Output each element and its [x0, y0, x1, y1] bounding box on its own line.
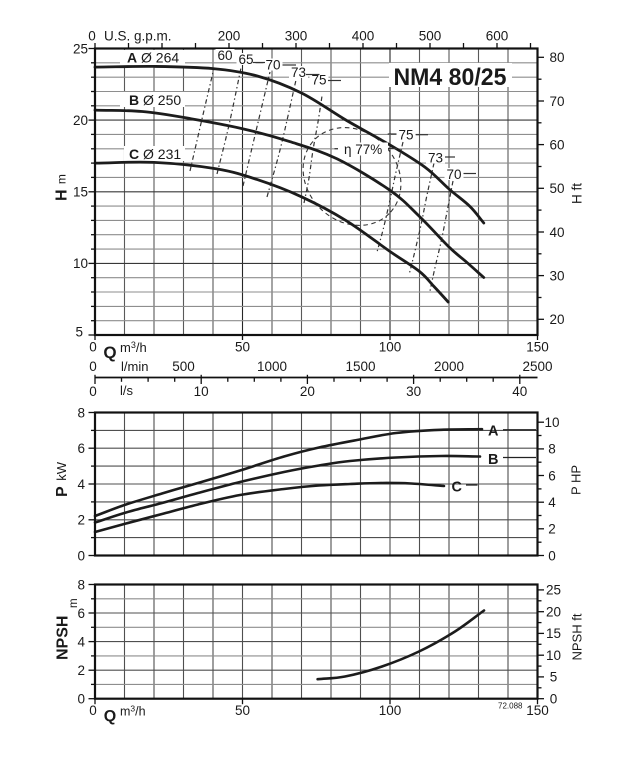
- svg-text:H m: H m: [54, 174, 71, 201]
- svg-text:0: 0: [77, 548, 85, 563]
- svg-text:600: 600: [486, 29, 509, 44]
- svg-text:1000: 1000: [257, 359, 287, 374]
- svg-text:NM4 80/25: NM4 80/25: [394, 64, 507, 91]
- svg-text:4: 4: [77, 477, 85, 492]
- svg-text:2: 2: [548, 522, 556, 537]
- svg-text:6: 6: [77, 606, 85, 621]
- svg-text:0: 0: [89, 340, 97, 355]
- svg-text:100: 100: [379, 703, 402, 718]
- svg-text:72.088: 72.088: [498, 702, 523, 711]
- svg-text:Q: Q: [103, 343, 116, 362]
- svg-text:A: A: [488, 424, 499, 440]
- svg-text:8: 8: [77, 577, 85, 592]
- svg-text:15: 15: [73, 185, 88, 200]
- svg-text:0: 0: [77, 692, 85, 707]
- svg-text:2000: 2000: [434, 359, 464, 374]
- svg-text:0: 0: [548, 548, 556, 563]
- svg-text:6: 6: [548, 468, 556, 483]
- svg-text:m3/h: m3/h: [120, 340, 147, 355]
- svg-text:Ø 231: Ø 231: [143, 146, 181, 162]
- svg-text:0: 0: [89, 359, 97, 374]
- svg-text:8: 8: [77, 405, 85, 420]
- svg-text:0: 0: [88, 29, 96, 44]
- svg-text:2500: 2500: [522, 359, 552, 374]
- svg-text:100: 100: [379, 340, 402, 355]
- svg-text:75: 75: [311, 72, 326, 87]
- svg-text:50: 50: [549, 181, 564, 196]
- svg-text:4: 4: [548, 495, 556, 510]
- svg-text:m3/h: m3/h: [120, 704, 146, 719]
- svg-text:40: 40: [512, 384, 527, 399]
- svg-text:500: 500: [172, 359, 195, 374]
- svg-text:5: 5: [75, 325, 83, 340]
- svg-text:25: 25: [546, 583, 561, 598]
- svg-text:C: C: [129, 146, 139, 162]
- svg-text:20: 20: [546, 605, 561, 620]
- svg-text:73: 73: [428, 150, 443, 165]
- svg-text:P kW: P kW: [54, 461, 71, 497]
- svg-text:73: 73: [291, 65, 306, 80]
- svg-text:B: B: [129, 92, 139, 108]
- svg-text:500: 500: [419, 29, 442, 44]
- svg-text:P HP: P HP: [569, 465, 584, 495]
- svg-text:NPSH ft: NPSH ft: [570, 613, 585, 660]
- svg-text:U.S. g.p.m.: U.S. g.p.m.: [104, 29, 172, 44]
- svg-text:150: 150: [526, 703, 549, 718]
- svg-text:300: 300: [285, 29, 308, 44]
- svg-text:0: 0: [550, 692, 558, 707]
- svg-text:50: 50: [235, 340, 250, 355]
- svg-text:l/s: l/s: [120, 383, 134, 398]
- svg-text:200: 200: [218, 29, 241, 44]
- svg-text:l/min: l/min: [121, 359, 148, 374]
- svg-text:m: m: [68, 598, 80, 608]
- svg-text:30: 30: [406, 384, 421, 399]
- svg-text:4: 4: [77, 634, 85, 649]
- svg-text:A: A: [127, 50, 137, 66]
- svg-text:2: 2: [77, 663, 85, 678]
- svg-text:70: 70: [446, 167, 461, 182]
- svg-text:Ø 250: Ø 250: [143, 92, 181, 108]
- svg-text:NPSH: NPSH: [55, 616, 72, 660]
- svg-text:10: 10: [544, 415, 559, 430]
- svg-text:8: 8: [548, 442, 556, 457]
- svg-text:60: 60: [549, 137, 564, 152]
- svg-text:10: 10: [194, 384, 209, 399]
- svg-text:75: 75: [398, 127, 413, 142]
- svg-text:2: 2: [77, 513, 85, 528]
- svg-text:20: 20: [300, 384, 315, 399]
- svg-text:B: B: [488, 452, 498, 468]
- svg-text:50: 50: [235, 703, 250, 718]
- svg-text:0: 0: [89, 703, 97, 718]
- svg-text:20: 20: [73, 113, 88, 128]
- svg-text:70: 70: [549, 94, 564, 109]
- svg-text:15: 15: [546, 626, 561, 641]
- svg-text:Ø 264: Ø 264: [141, 50, 179, 66]
- svg-text:0: 0: [89, 384, 97, 399]
- svg-text:6: 6: [77, 441, 85, 456]
- svg-text:20: 20: [549, 312, 564, 327]
- svg-text:η 77%: η 77%: [344, 142, 382, 157]
- svg-text:10: 10: [546, 648, 561, 663]
- svg-text:80: 80: [549, 50, 564, 65]
- svg-text:1500: 1500: [345, 359, 375, 374]
- svg-text:30: 30: [549, 268, 564, 283]
- svg-text:70: 70: [265, 57, 280, 72]
- svg-text:Q: Q: [104, 708, 116, 725]
- svg-text:25: 25: [73, 41, 88, 56]
- svg-text:40: 40: [549, 225, 564, 240]
- svg-text:10: 10: [73, 256, 88, 271]
- svg-text:150: 150: [526, 340, 549, 355]
- svg-text:H ft: H ft: [570, 183, 585, 204]
- svg-text:65: 65: [238, 52, 253, 67]
- svg-text:400: 400: [352, 29, 375, 44]
- svg-text:60: 60: [217, 48, 232, 63]
- svg-text:C: C: [452, 480, 463, 496]
- svg-text:5: 5: [550, 670, 558, 685]
